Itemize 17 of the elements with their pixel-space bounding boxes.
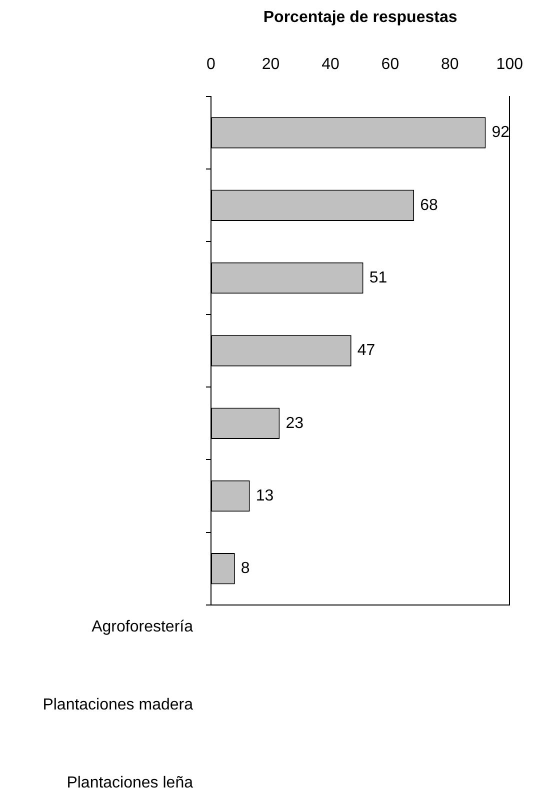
text: Plantaciones madera xyxy=(42,696,194,714)
x-tick-label: 60 xyxy=(381,56,400,74)
data-label: 68 xyxy=(420,196,438,214)
data-label: 13 xyxy=(256,487,274,504)
x-axis-title: Porcentaje de respuestas xyxy=(263,9,458,26)
x-tick-label: 100 xyxy=(496,56,524,74)
data-label: 51 xyxy=(369,269,388,286)
x-tick-label: 0 xyxy=(206,56,216,74)
text: Plantaciones leña xyxy=(66,774,194,792)
data-label: 92 xyxy=(492,124,510,142)
data-label: 47 xyxy=(357,342,376,360)
text: Agroforestería xyxy=(92,618,194,636)
data-label: 8 xyxy=(240,560,250,578)
x-tick-label: 20 xyxy=(262,56,280,74)
data-label: 23 xyxy=(286,414,304,432)
x-tick-label: 40 xyxy=(322,56,340,74)
x-tick-label: 80 xyxy=(441,56,459,74)
